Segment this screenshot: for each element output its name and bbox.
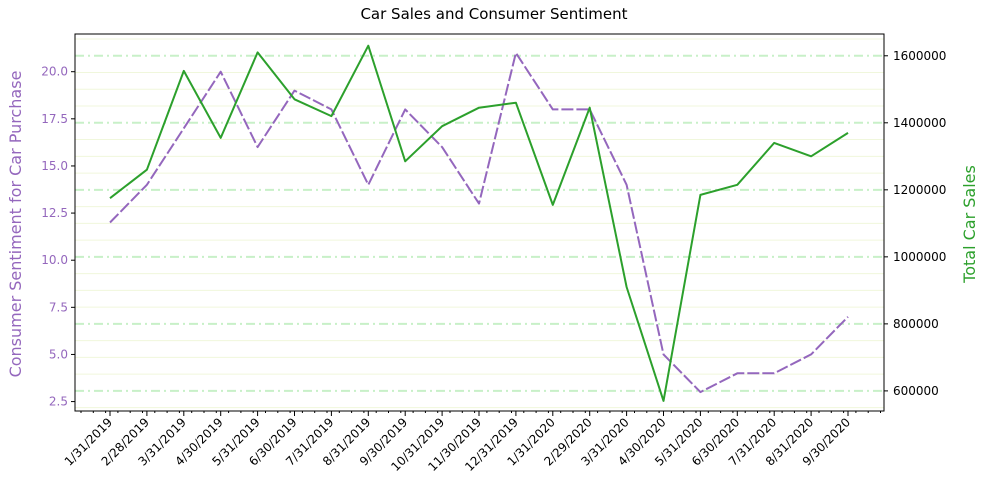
y-left-tick-label: 12.5: [41, 206, 68, 220]
plot-frame: [74, 33, 885, 412]
y-right-tick-label: 1000000: [893, 250, 946, 264]
chart-title: Car Sales and Consumer Sentiment: [360, 5, 627, 23]
y-right-tick-label: 1600000: [893, 49, 946, 63]
y-right-tick-label: 1400000: [893, 116, 946, 130]
y-right-axis-label: Total Car Sales: [960, 165, 979, 284]
car-sales-series-line: [109, 44, 849, 402]
y-left-axis-label: Consumer Sentiment for Car Purchase: [6, 71, 25, 378]
y-right-tick-label: 600000: [893, 384, 939, 398]
y-right-tick-label: 800000: [893, 317, 939, 331]
y-left-tick-label: 2.5: [49, 395, 68, 409]
sentiment-series-line: [109, 51, 849, 394]
series-layer: [109, 44, 849, 402]
y-left-tick-label: 17.5: [41, 112, 68, 126]
grid: [75, 38, 884, 409]
y-left-tick-label: 7.5: [49, 300, 68, 314]
y-left-tick-label: 15.0: [41, 159, 68, 173]
y-left-tick-label: 5.0: [49, 347, 68, 361]
y-left-tick-label: 10.0: [41, 253, 68, 267]
y-left-tick-label: 20.0: [41, 65, 68, 79]
y-right-tick-label: 1200000: [893, 183, 946, 197]
